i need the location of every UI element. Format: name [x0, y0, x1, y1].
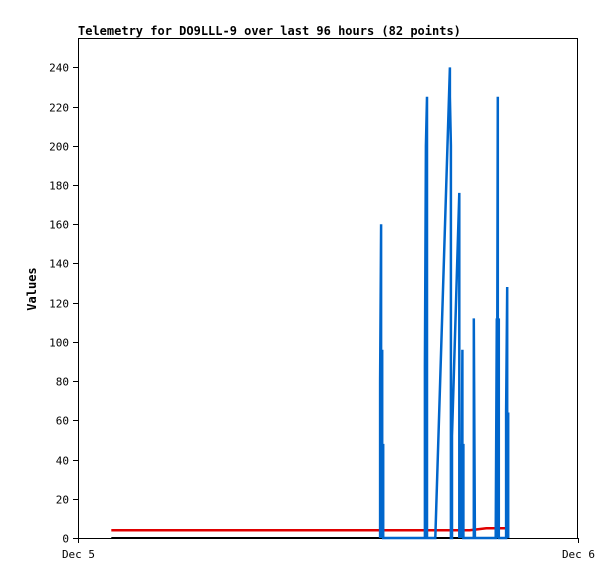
y-tick-label: 0	[62, 533, 69, 546]
series-layer	[111, 67, 510, 540]
x-axis: Dec 5 Dec 6	[62, 538, 595, 561]
chart-title: Telemetry for DO9LLL-9 over last 96 hour…	[78, 24, 461, 38]
y-tick-label: 140	[49, 258, 69, 271]
y-tick-label: 80	[56, 376, 69, 389]
y-tick-label: 120	[49, 298, 69, 311]
y-tick-label: 20	[56, 494, 69, 507]
x-tick-label: Dec 5	[62, 548, 95, 561]
series-line-3	[378, 67, 510, 540]
y-tick-label: 220	[49, 102, 69, 115]
y-tick-label: 40	[56, 455, 69, 468]
y-tick-label: 60	[56, 415, 69, 428]
series-line-2	[111, 526, 508, 532]
y-tick-label: 200	[49, 141, 69, 154]
y-tick-label: 100	[49, 337, 69, 350]
y-tick-label: 180	[49, 180, 69, 193]
y-axis: 0 20 40 60 80 100 120 140 160 180 200 220 240	[49, 62, 78, 546]
y-tick-label: 160	[49, 219, 69, 232]
y-axis-label: Values	[25, 267, 39, 310]
x-tick-label: Dec 6	[562, 548, 595, 561]
y-tick-label: 240	[49, 62, 69, 75]
